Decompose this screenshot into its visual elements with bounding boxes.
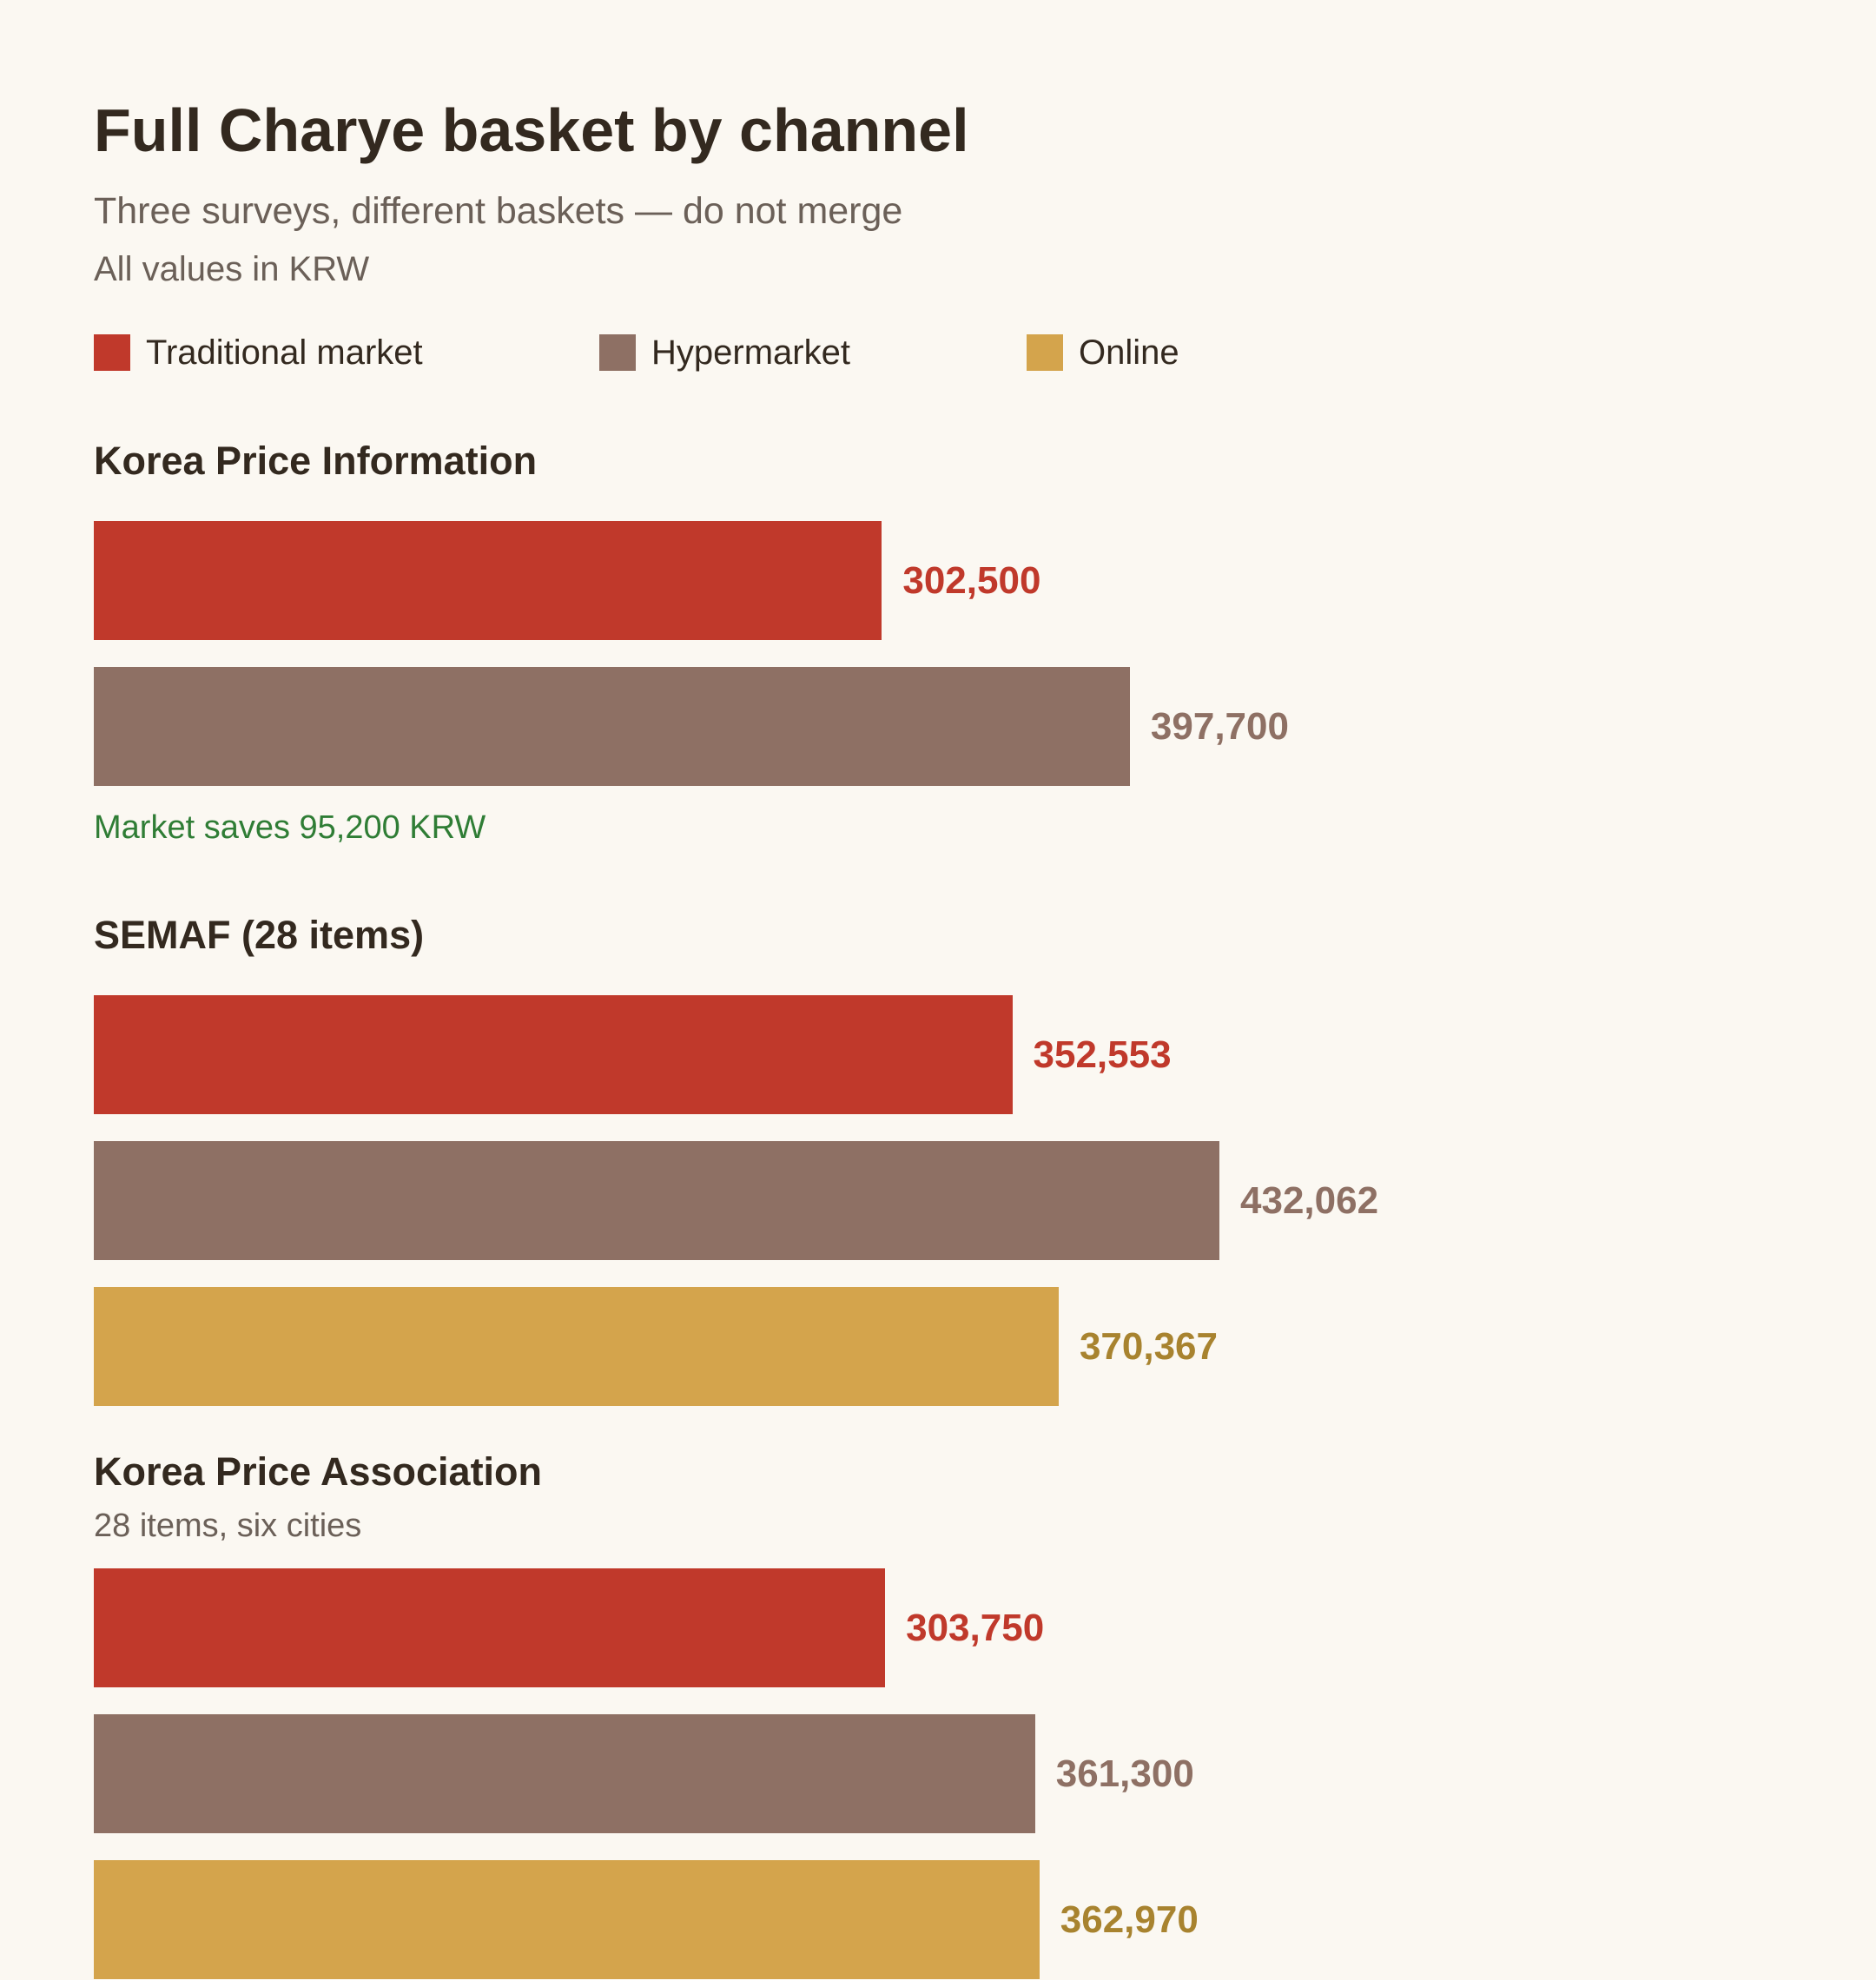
group-subtitle-korea-price-association: 28 items, six cities xyxy=(94,1508,362,1544)
bar-semaf-28-items-traditional-market xyxy=(94,995,1013,1114)
legend-swatch-hypermarket xyxy=(599,334,636,371)
bar-value-semaf-28-items-traditional-market: 352,553 xyxy=(1033,1033,1172,1076)
legend-label-online: Online xyxy=(1079,333,1179,372)
group-note-korea-price-information: Market saves 95,200 KRW xyxy=(94,809,486,846)
bar-korea-price-information-traditional-market xyxy=(94,521,882,640)
legend-swatch-online xyxy=(1027,334,1063,371)
bar-value-korea-price-information-traditional-market: 302,500 xyxy=(902,558,1041,602)
bar-korea-price-association-hypermarket xyxy=(94,1714,1035,1833)
legend-item-traditional-market: Traditional market xyxy=(94,332,423,373)
bar-value-korea-price-information-hypermarket: 397,700 xyxy=(1150,704,1289,748)
bar-value-semaf-28-items-online: 370,367 xyxy=(1079,1324,1218,1368)
legend-swatch-traditional-market xyxy=(94,334,130,371)
legend-label-hypermarket: Hypermarket xyxy=(651,333,850,372)
bar-korea-price-information-hypermarket xyxy=(94,667,1130,786)
group-title-korea-price-information: Korea Price Information xyxy=(94,439,538,483)
legend-item-hypermarket: Hypermarket xyxy=(599,332,850,373)
units-note: All values in KRW xyxy=(94,250,370,288)
legend-item-online: Online xyxy=(1027,332,1179,373)
group-title-korea-price-association: Korea Price Association xyxy=(94,1449,543,1494)
bar-semaf-28-items-hypermarket xyxy=(94,1141,1219,1260)
chart-subtitle: Three surveys, different baskets — do no… xyxy=(94,190,903,232)
legend-label-traditional-market: Traditional market xyxy=(146,333,423,372)
bar-semaf-28-items-online xyxy=(94,1287,1059,1406)
bar-korea-price-association-traditional-market xyxy=(94,1568,886,1687)
bar-value-korea-price-association-traditional-market: 303,750 xyxy=(906,1606,1045,1649)
group-title-semaf-28-items: SEMAF (28 items) xyxy=(94,913,425,957)
chart-title: Full Charye basket by channel xyxy=(94,96,969,164)
bar-korea-price-association-online xyxy=(94,1860,1040,1979)
bar-value-semaf-28-items-hypermarket: 432,062 xyxy=(1240,1178,1379,1222)
bar-value-korea-price-association-online: 362,970 xyxy=(1060,1898,1199,1941)
bar-value-korea-price-association-hypermarket: 361,300 xyxy=(1055,1752,1194,1795)
